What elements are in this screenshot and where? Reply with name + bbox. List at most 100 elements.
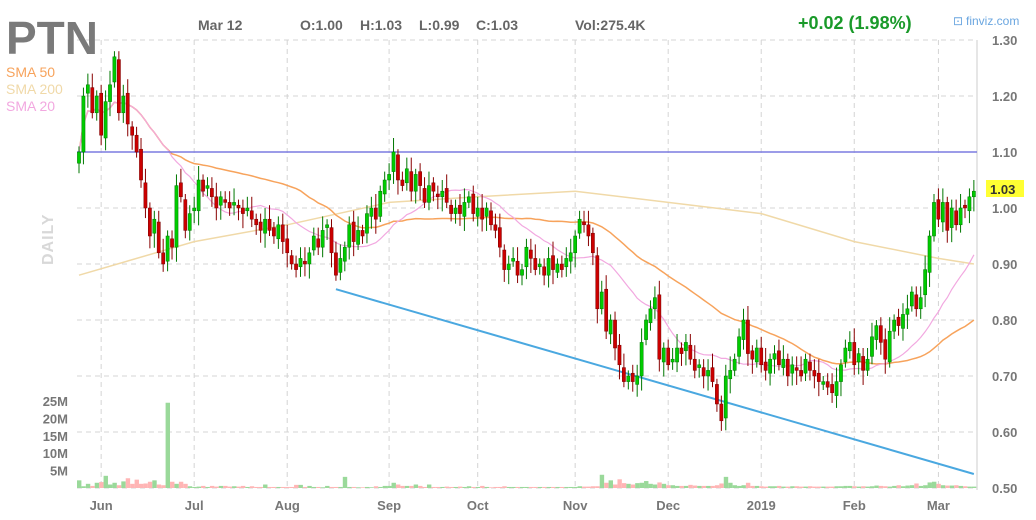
volume-bar	[790, 486, 795, 488]
volume-bar	[409, 485, 414, 488]
volume-bar	[201, 485, 206, 488]
candle-body	[506, 263, 511, 270]
candle-body	[843, 347, 848, 363]
volume-bar	[883, 486, 888, 488]
candle	[630, 364, 635, 392]
candle-body	[697, 364, 702, 368]
volume-bar	[728, 482, 733, 488]
candle-body	[276, 224, 281, 240]
quote-low: L:0.99	[419, 17, 460, 33]
candle-body	[812, 370, 817, 377]
volume-bar	[834, 486, 839, 488]
candle-body	[936, 199, 941, 220]
candle-body	[927, 235, 932, 273]
volume-bar	[772, 486, 777, 488]
candle	[294, 255, 298, 278]
candle-body	[342, 246, 347, 262]
candle	[679, 342, 684, 366]
candle	[918, 286, 923, 319]
candle	[187, 205, 192, 241]
candle-body	[148, 207, 152, 237]
candle-body	[121, 95, 126, 114]
candle-body	[489, 210, 493, 226]
candle-body	[661, 347, 666, 363]
price-tick-label: 1.30	[992, 33, 1017, 48]
candle	[599, 280, 604, 315]
price-change: +0.02 (1.98%)	[798, 13, 912, 33]
candle	[99, 84, 104, 146]
candle-body	[466, 196, 471, 203]
candle-body	[130, 126, 135, 136]
candle-body	[763, 361, 768, 371]
volume-bar	[156, 484, 162, 488]
candle-body	[134, 134, 139, 153]
candle-body	[768, 358, 772, 374]
candle-body	[630, 372, 635, 382]
candle-body	[741, 319, 746, 340]
volume-bar	[161, 485, 166, 488]
candle-body	[701, 367, 706, 377]
date-tick-label: Jul	[185, 498, 204, 513]
candle-body	[241, 207, 245, 214]
price-tick-label: 0.80	[992, 313, 1017, 328]
volume-bar	[900, 486, 906, 488]
candle-body	[294, 263, 298, 270]
candle-body	[803, 358, 808, 374]
volume-bar	[719, 483, 724, 488]
candle-body	[542, 266, 546, 276]
candle	[449, 199, 453, 222]
finviz-logo-icon[interactable]: ⊡	[953, 14, 963, 28]
volume-bar	[444, 486, 450, 488]
candle	[626, 370, 631, 390]
candle-body	[422, 188, 427, 203]
price-tick-label: 1.20	[992, 89, 1017, 104]
volume-bar	[205, 486, 210, 488]
candle	[608, 314, 613, 345]
candle-body	[493, 224, 498, 231]
candle	[843, 339, 848, 368]
volume-bar	[378, 486, 383, 488]
price-tick-label: 0.50	[992, 481, 1017, 496]
volume-tick-label: 25M	[43, 394, 68, 409]
volume-bar	[843, 485, 848, 488]
volume-bar	[395, 484, 401, 488]
candle-body	[945, 202, 950, 231]
volume-bar	[236, 486, 241, 488]
date-tick-label: Oct	[467, 498, 489, 513]
volume-bar	[520, 486, 525, 488]
quote-date: Mar 12	[198, 17, 243, 33]
candle	[781, 345, 786, 376]
volume-bar	[675, 485, 680, 488]
volume-bar	[298, 484, 303, 488]
volume-bar	[511, 486, 516, 488]
candle-body	[754, 347, 759, 363]
candle	[560, 255, 564, 278]
candle	[613, 311, 617, 361]
candle	[316, 227, 321, 256]
candle-body	[918, 297, 923, 310]
candle	[706, 359, 710, 391]
candle	[139, 138, 143, 188]
volume-tick-label: 15M	[43, 429, 68, 444]
candle-body	[316, 238, 321, 248]
candle	[821, 376, 826, 390]
volume-bar	[803, 486, 808, 488]
candle-body	[617, 344, 622, 366]
candle-body	[564, 258, 569, 268]
volume-bar	[732, 485, 738, 488]
volume-bar	[258, 486, 264, 488]
candle-body	[285, 238, 290, 254]
volume-bar	[878, 485, 884, 488]
candle	[165, 230, 170, 272]
candle	[932, 194, 936, 242]
candle	[750, 345, 755, 374]
candle-body	[161, 252, 166, 265]
candle-body	[954, 210, 958, 226]
volume-bar	[360, 487, 365, 488]
brand-link[interactable]: finviz.com	[966, 14, 1019, 28]
candle-body	[591, 232, 595, 254]
candle	[303, 247, 307, 277]
candle	[520, 264, 524, 286]
volume-bar	[466, 486, 472, 488]
candle-body	[551, 255, 555, 270]
